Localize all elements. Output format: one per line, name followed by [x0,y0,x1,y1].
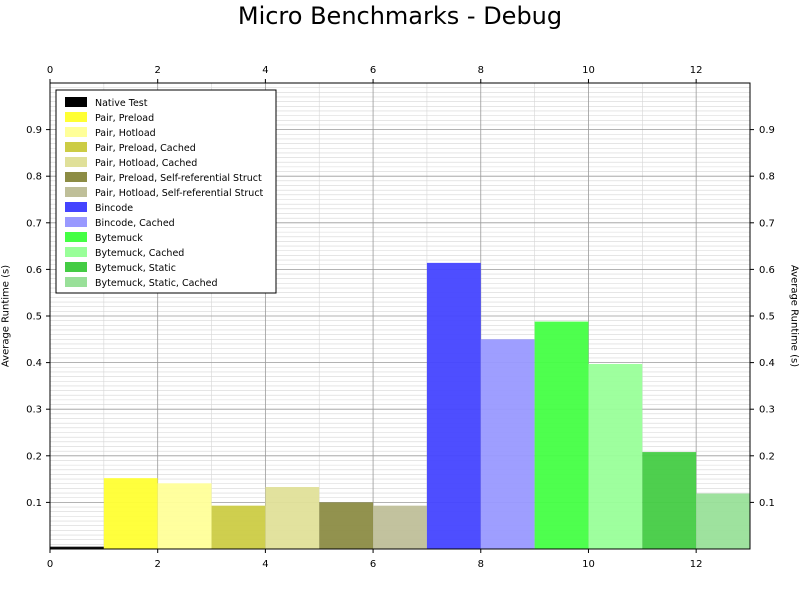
y-tick-label-left: 0.3 [26,405,42,416]
legend-label: Pair, Preload, Self-referential Struct [95,173,262,184]
legend-swatch [65,187,87,197]
legend-swatch [65,142,87,152]
legend-label: Pair, Preload, Cached [95,143,196,154]
x-tick-label-top: 10 [582,65,595,76]
y-tick-label-left: 0.2 [26,451,42,462]
y-tick-label-left: 0.9 [26,125,42,136]
bar [50,546,104,549]
legend-label: Pair, Preload [95,113,154,124]
bar [265,487,320,549]
bars [50,262,750,549]
legend-swatch [65,277,87,287]
y-tick-label-right: 0.8 [759,172,775,183]
y-tick-label-right: 0.4 [759,358,775,369]
y-tick-label-right: 0.7 [759,218,775,229]
bar [588,363,643,549]
y-tick-label-right: 0.6 [759,265,775,276]
y-tick-label-left: 0.7 [26,218,42,229]
y-tick-label-right: 0.9 [759,125,775,136]
legend-label: Bincode [95,203,133,214]
x-tick-label-top: 4 [262,65,268,76]
bar [642,452,697,549]
bar [373,505,427,549]
axis-ticks: 0 0 2 2 4 4 6 6 8 8 10 10 12 12 0.1 0.1 0.2 0.2 0.3 0.3 0.4 0… [26,65,775,570]
y-tick-label-right: 0.3 [759,405,775,416]
bar [480,339,535,549]
y-tick-label-left: 0.5 [26,312,42,323]
y-tick-label-right: 0.2 [759,451,775,462]
legend-swatch [65,157,87,167]
x-tick-label-top: 0 [47,65,53,76]
x-tick-label-bottom: 2 [155,559,161,570]
legend-swatch [65,127,87,137]
bar [696,493,750,549]
x-tick-label-bottom: 10 [582,559,595,570]
legend-swatch [65,217,87,227]
legend-label: Bytemuck, Static [95,263,176,274]
x-tick-label-top: 6 [370,65,376,76]
legend-label: Pair, Hotload, Self-referential Struct [95,188,264,199]
x-tick-label-bottom: 6 [370,559,376,570]
legend-label: Bytemuck [95,233,143,244]
bar [534,321,589,549]
x-tick-label-bottom: 12 [690,559,703,570]
legend: Native Test Pair, Preload Pair, Hotload Pai… [55,89,277,294]
x-tick-label-bottom: 4 [262,559,268,570]
y-tick-label-left: 0.8 [26,172,42,183]
x-tick-label-bottom: 0 [47,559,53,570]
bar [157,483,212,549]
y-tick-label-left: 0.1 [26,498,42,509]
y-tick-label-left: 0.6 [26,265,42,276]
chart-title: Micro Benchmarks - Debug [237,2,563,30]
legend-swatch [65,247,87,257]
bar [319,502,374,549]
legend-label: Pair, Hotload [95,128,156,139]
legend-swatch [65,172,87,182]
legend-label: Native Test [95,98,148,109]
bar [211,505,266,549]
y-tick-label-right: 0.1 [759,498,775,509]
bar [426,262,481,549]
x-tick-label-top: 12 [690,65,703,76]
legend-label: Bincode, Cached [95,218,175,229]
legend-box [55,89,277,294]
legend-label: Bytemuck, Cached [95,248,184,259]
y-tick-label-left: 0.4 [26,358,42,369]
x-tick-label-top: 2 [155,65,161,76]
legend-label: Bytemuck, Static, Cached [95,278,218,289]
legend-swatch [65,232,87,242]
legend-swatch [65,97,87,107]
legend-swatch [65,262,87,272]
x-tick-label-top: 8 [478,65,484,76]
x-tick-label-bottom: 8 [478,559,484,570]
legend-label: Pair, Hotload, Cached [95,158,197,169]
legend-swatch [65,112,87,122]
bar [103,478,158,549]
legend-swatch [65,202,87,212]
y-tick-label-right: 0.5 [759,312,775,323]
